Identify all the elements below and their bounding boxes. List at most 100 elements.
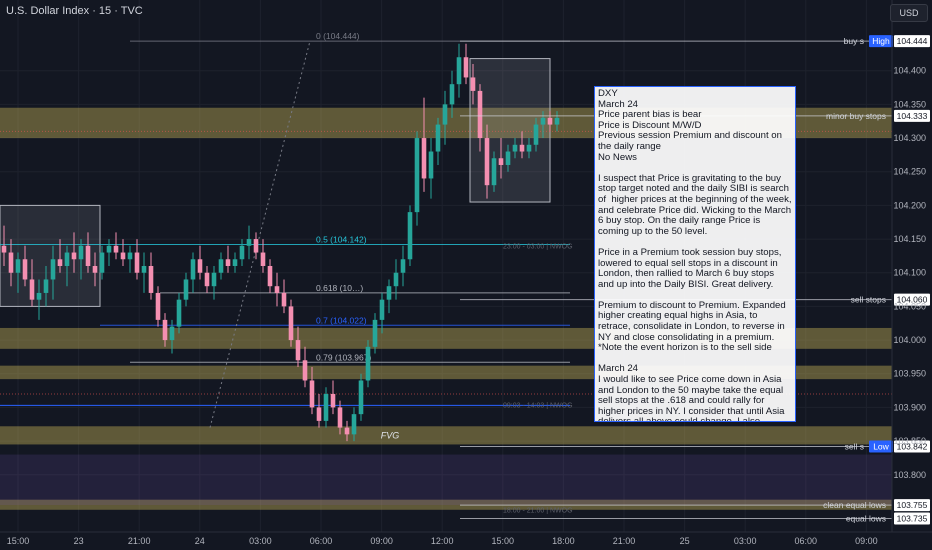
candle-body	[281, 292, 287, 307]
price-tick: 104.050	[893, 301, 926, 311]
note-line: Price parent bias is bear	[598, 109, 702, 121]
symbol-header: U.S. Dollar Index · 15 · TVC	[6, 5, 143, 17]
price-badge-bg	[894, 293, 930, 306]
time-tick: 15:00	[492, 536, 515, 546]
candle-body	[449, 84, 455, 105]
candle-body	[512, 144, 518, 152]
price-badge: 103.755	[897, 500, 928, 510]
fib-label: 0.7 (104.022)	[316, 315, 367, 325]
price-tick: 103.950	[893, 369, 926, 379]
candle-body	[218, 259, 224, 273]
price-badge-bg	[894, 512, 930, 525]
candle-body	[358, 380, 364, 415]
fib-trend-line	[209, 40, 311, 428]
level-tag-bg	[869, 35, 893, 48]
candle-body	[302, 360, 308, 381]
candle-body	[505, 151, 511, 165]
time-tick: 25	[680, 536, 690, 546]
note-line: No News	[598, 151, 637, 163]
note-line: Price in a Premium took session buy stop…	[598, 246, 785, 290]
currency-button[interactable]: USD	[890, 4, 928, 22]
time-tick: 06:00	[795, 536, 818, 546]
candle-body	[71, 252, 77, 260]
candle-body	[190, 259, 196, 280]
time-tick: 09:00	[855, 536, 878, 546]
note-line: I would like to see Price come down in A…	[598, 374, 785, 422]
price-badge: 104.333	[897, 111, 928, 121]
session-band	[0, 454, 892, 506]
time-tick: 03:00	[249, 536, 272, 546]
candle-body	[309, 380, 315, 408]
candle-body	[288, 306, 294, 341]
candle-body	[204, 272, 210, 287]
note-line: *Note the event horizon is to the sell s…	[598, 342, 772, 354]
candle-body	[295, 340, 301, 361]
candle-body	[106, 245, 112, 253]
fib-label: 0.618 (10…)	[316, 283, 363, 293]
time-tick: 03:00	[734, 536, 757, 546]
candle-body	[491, 158, 497, 186]
candle-body	[267, 266, 273, 287]
time-tick: 23	[74, 536, 84, 546]
price-tick: 104.000	[893, 335, 926, 345]
price-tick: 104.200	[893, 200, 926, 210]
candle-body	[99, 252, 105, 273]
candle-body	[8, 252, 14, 273]
candle-body	[50, 259, 56, 280]
fib-label: 0 (104.444)	[316, 31, 360, 41]
candle-body	[554, 117, 560, 125]
note-line: March 24	[598, 363, 638, 375]
fib-label: 0.5 (104.142)	[316, 234, 367, 244]
time-tick: 21:00	[613, 536, 636, 546]
level-tag: High	[872, 36, 890, 46]
price-badge-bg	[894, 35, 930, 48]
candle-body	[253, 239, 259, 253]
price-tick: 104.300	[893, 133, 926, 143]
candle-body	[169, 326, 175, 341]
level-text: clean equal lows	[823, 500, 886, 510]
candle-body	[197, 259, 203, 273]
candle-body	[120, 252, 126, 260]
candle-body	[43, 279, 49, 293]
candle-body	[540, 117, 546, 125]
candle-body	[232, 259, 238, 266]
time-tick: 09:00	[370, 536, 393, 546]
candle-body	[176, 299, 182, 327]
candle-body	[379, 299, 385, 320]
candle-body	[1, 245, 7, 253]
level-text: sell stops	[851, 295, 886, 305]
candle-body	[526, 144, 532, 152]
candle-body	[393, 272, 399, 287]
candle-body	[29, 279, 35, 300]
candle-body	[225, 259, 231, 266]
candle-body	[344, 427, 350, 435]
candle-body	[372, 319, 378, 347]
candle-body	[442, 104, 448, 125]
level-text: minor buy stops	[826, 111, 886, 121]
candle-body	[36, 292, 42, 300]
candle-body	[351, 414, 357, 435]
candle-body	[533, 124, 539, 145]
range-box	[0, 204, 101, 307]
candle-body	[155, 292, 161, 320]
price-tick: 103.850	[893, 436, 926, 446]
text-note[interactable]: DXY March 24 Price parent bias is bear Pric…	[594, 86, 796, 422]
time-tick: 21:00	[128, 536, 151, 546]
price-badge-bg	[894, 440, 930, 453]
candle-body	[323, 393, 329, 421]
zone-label: FVG	[381, 430, 400, 440]
zone-band	[0, 426, 892, 445]
level-tag: Low	[873, 441, 889, 451]
candle-body	[127, 252, 133, 260]
time-tick: 12:00	[431, 536, 454, 546]
price-tick: 103.800	[893, 470, 926, 480]
price-tick: 104.100	[893, 268, 926, 278]
level-labels: buy s High 104.444 minor buy stops 104.333 se…	[460, 35, 930, 525]
candle-body	[421, 138, 427, 179]
note-line: I suspect that Price is gravitating to t…	[598, 172, 795, 237]
price-tick: 103.900	[893, 402, 926, 412]
candle-body	[330, 393, 336, 408]
candle-body	[246, 239, 252, 246]
candle-body	[414, 138, 420, 213]
candle-body	[407, 212, 413, 260]
